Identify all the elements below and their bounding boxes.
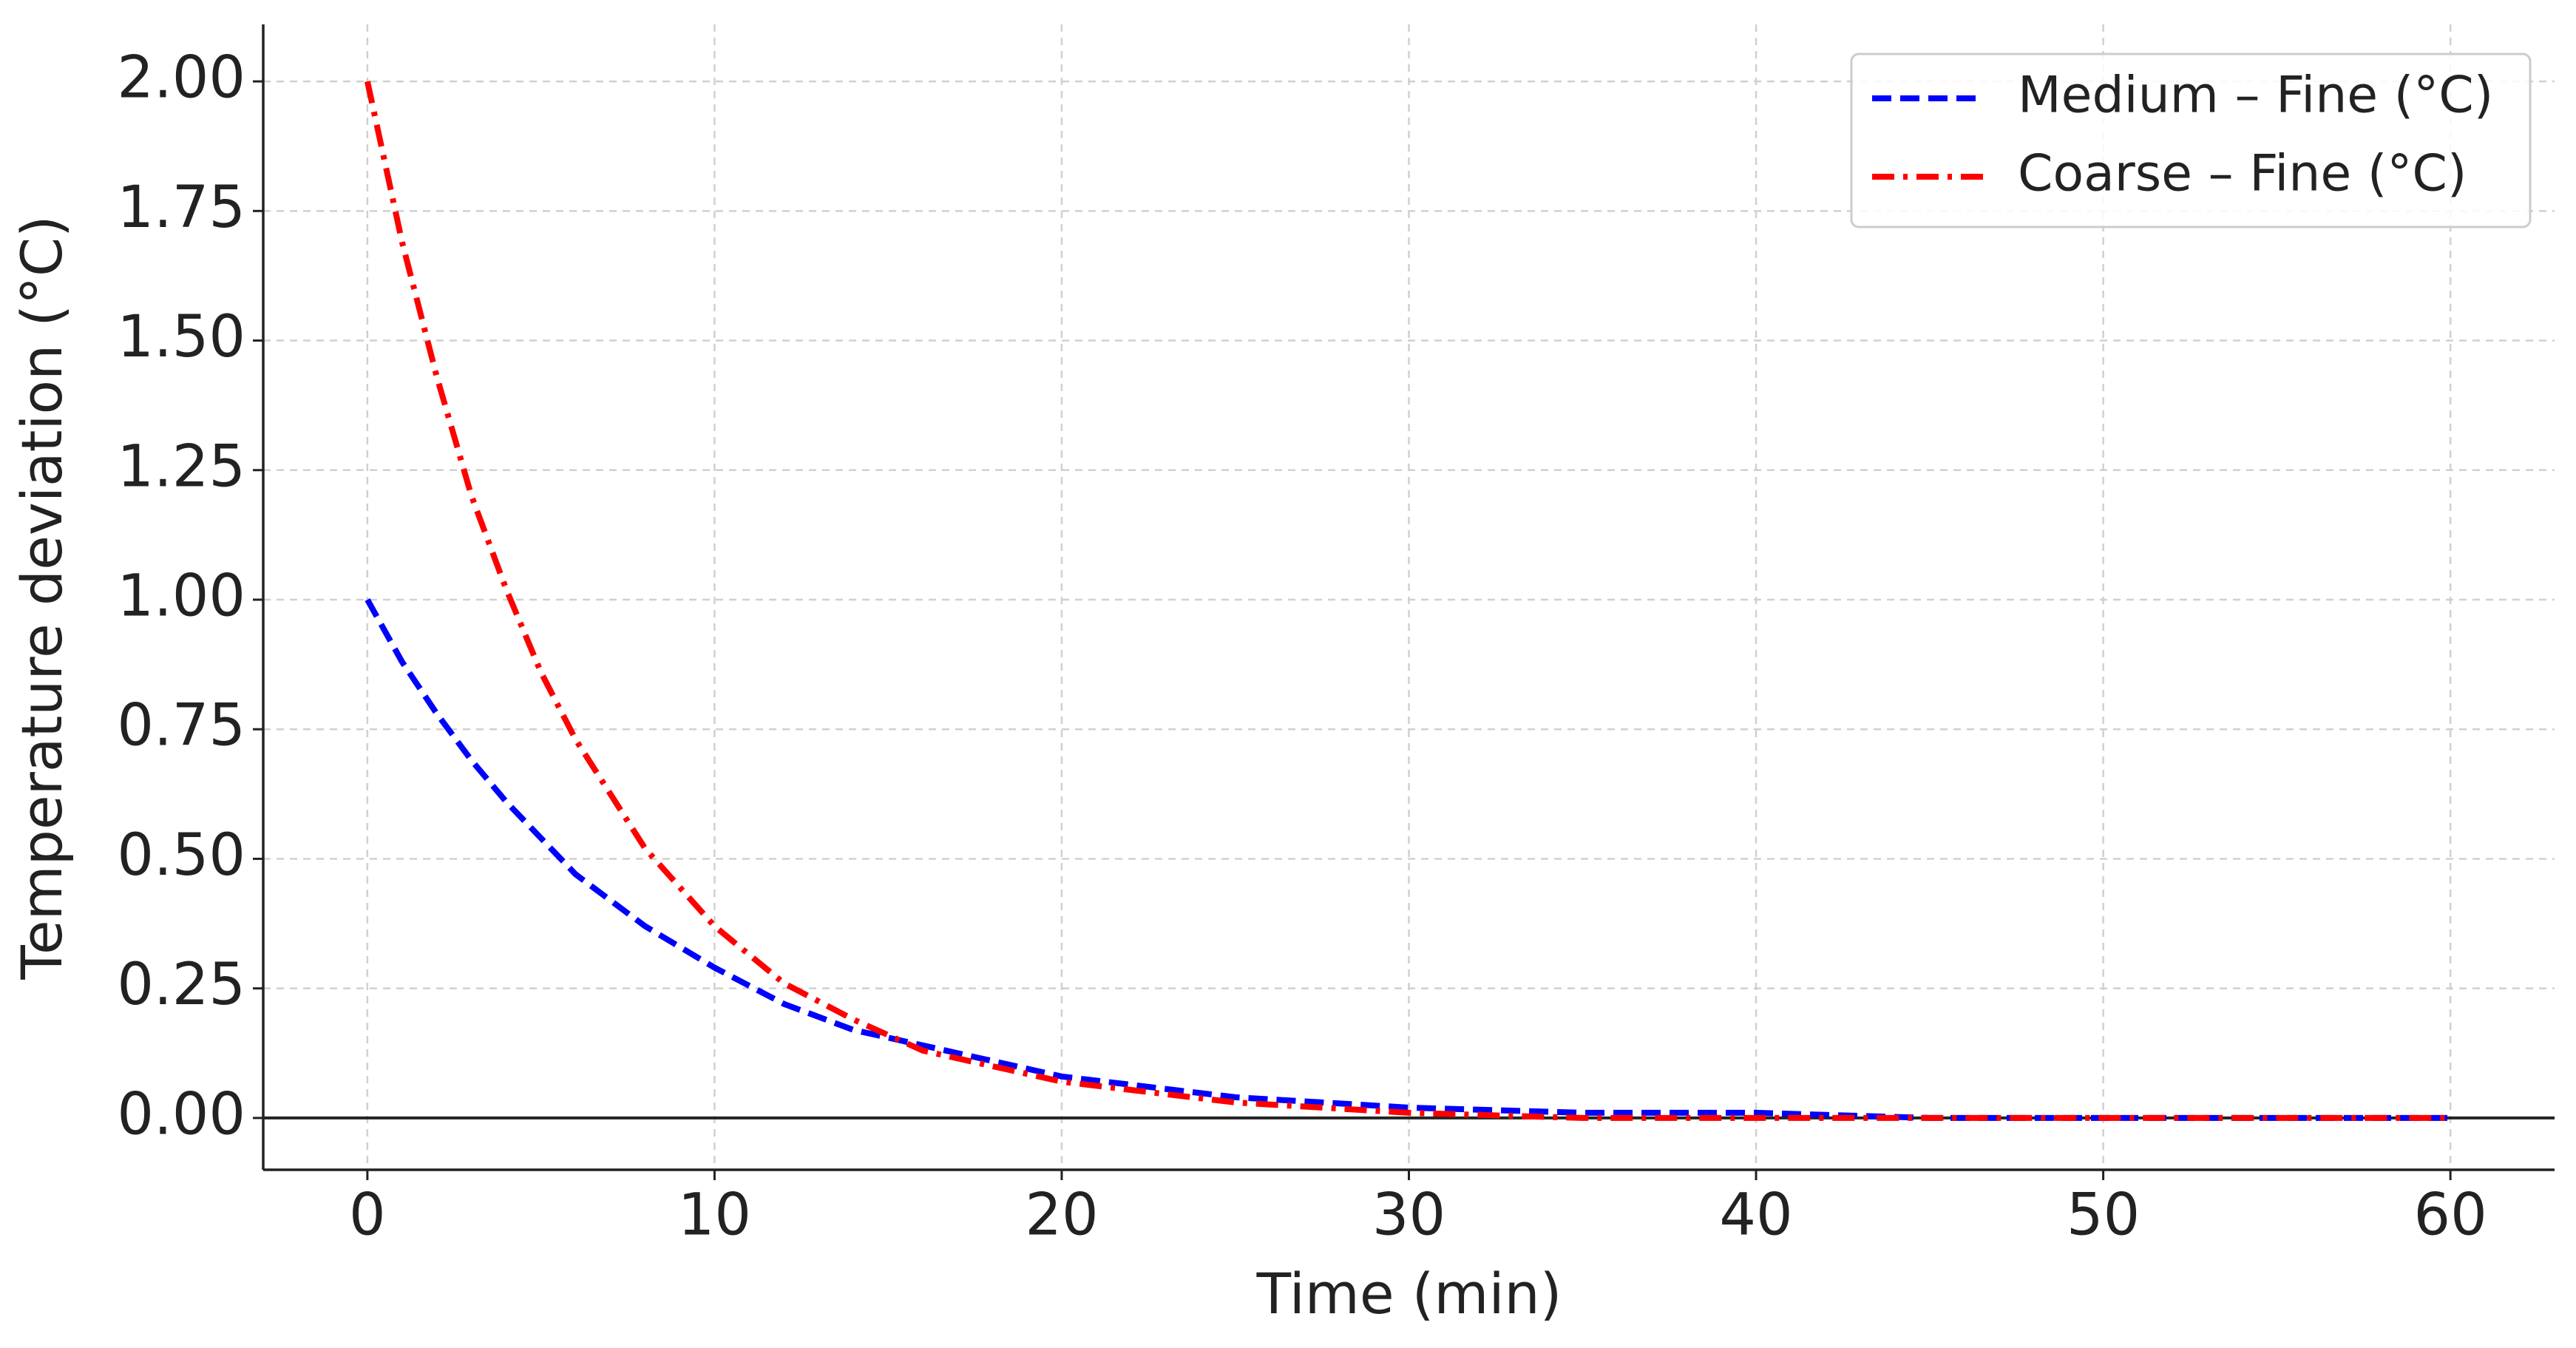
x-tick-label: 40 — [1719, 1182, 1792, 1248]
x-tick-label: 30 — [1372, 1182, 1445, 1248]
legend-label: Medium – Fine (°C) — [2018, 67, 2493, 125]
x-tick-label: 50 — [2067, 1182, 2140, 1248]
y-axis-label: Temperature deviation (°C) — [9, 215, 75, 980]
x-tick-label: 0 — [349, 1182, 386, 1248]
y-tick-label: 1.25 — [117, 433, 245, 500]
x-tick-label: 60 — [2414, 1182, 2487, 1248]
x-axis-label: Time (min) — [1256, 1261, 1562, 1327]
y-tick-label: 0.25 — [117, 952, 245, 1018]
y-tick-label: 1.00 — [117, 563, 245, 629]
y-tick-label: 1.75 — [117, 175, 245, 241]
y-tick-label: 0.50 — [117, 822, 245, 889]
y-tick-label: 0.75 — [117, 693, 245, 759]
y-tick-label: 2.00 — [117, 45, 245, 112]
x-tick-label: 10 — [678, 1182, 751, 1248]
x-tick-label: 20 — [1025, 1182, 1098, 1248]
y-tick-label: 1.50 — [117, 304, 245, 370]
legend-box — [1850, 53, 2532, 228]
legend-label: Coarse – Fine (°C) — [2018, 145, 2467, 203]
series-line — [364, 81, 2451, 1121]
y-tick-label: 0.00 — [117, 1081, 245, 1148]
